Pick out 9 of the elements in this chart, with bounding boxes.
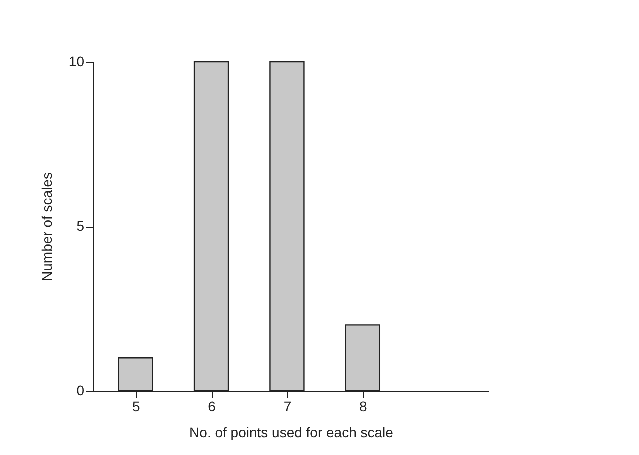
y-axis-title: Number of scales	[38, 172, 55, 282]
x-tick-label: 5	[132, 398, 140, 414]
y-tick-label: 5	[76, 218, 85, 234]
y-tick-label: 0	[76, 382, 85, 398]
x-axis-title: No. of points used for each scale	[190, 424, 394, 440]
x-tick-label: 6	[208, 398, 216, 414]
x-tick-label: 8	[360, 398, 368, 414]
y-tick-label: 10	[68, 54, 85, 70]
x-tick-label: 7	[284, 398, 292, 414]
